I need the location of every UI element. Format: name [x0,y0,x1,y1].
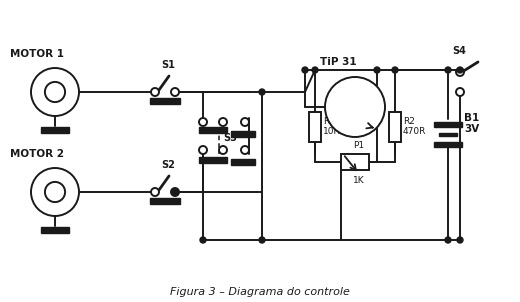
Text: MOTOR 1: MOTOR 1 [10,49,64,59]
Text: 3V: 3V [464,124,479,134]
Circle shape [325,77,385,137]
Circle shape [45,182,65,202]
Circle shape [457,237,463,243]
Bar [434,142,462,146]
Bar [199,157,227,163]
Circle shape [241,118,249,126]
Text: MOTOR 2: MOTOR 2 [10,149,64,159]
Bar [341,154,369,170]
Text: 10R: 10R [323,127,341,137]
Circle shape [151,188,159,196]
Text: 470R: 470R [403,127,426,137]
Circle shape [172,189,178,195]
Text: S1: S1 [161,60,175,70]
Circle shape [219,118,227,126]
Bar [231,159,255,165]
Circle shape [199,118,207,126]
Circle shape [171,88,179,96]
Bar [199,127,227,133]
Text: S3: S3 [223,133,237,143]
Text: 1K: 1K [353,176,365,185]
Bar [231,131,255,137]
Text: R1: R1 [323,117,335,127]
Text: P1: P1 [353,141,364,150]
Circle shape [302,67,308,73]
Text: R2: R2 [403,117,415,127]
Bar [150,198,180,204]
Bar [309,112,321,142]
Circle shape [456,88,464,96]
Bar [150,98,180,104]
Circle shape [457,67,463,73]
Circle shape [312,67,318,73]
Circle shape [456,68,464,76]
Circle shape [445,67,451,73]
Circle shape [151,88,159,96]
Circle shape [219,146,227,154]
Bar [389,112,401,142]
Circle shape [259,237,265,243]
Text: S4: S4 [452,46,466,56]
Circle shape [171,188,179,196]
Bar [434,121,462,127]
Circle shape [45,82,65,102]
Bar [41,127,69,133]
Circle shape [31,68,79,116]
Circle shape [172,189,178,195]
Circle shape [259,89,265,95]
Circle shape [374,67,380,73]
Bar [439,133,457,136]
Circle shape [445,237,451,243]
Text: S2: S2 [161,160,175,170]
Text: Figura 3 – Diagrama do controle: Figura 3 – Diagrama do controle [170,287,350,297]
Circle shape [241,146,249,154]
Circle shape [392,67,398,73]
Bar [41,227,69,233]
Circle shape [200,237,206,243]
Circle shape [31,168,79,216]
Circle shape [199,146,207,154]
Text: TiP 31: TiP 31 [320,57,357,67]
Text: B1: B1 [464,113,479,123]
